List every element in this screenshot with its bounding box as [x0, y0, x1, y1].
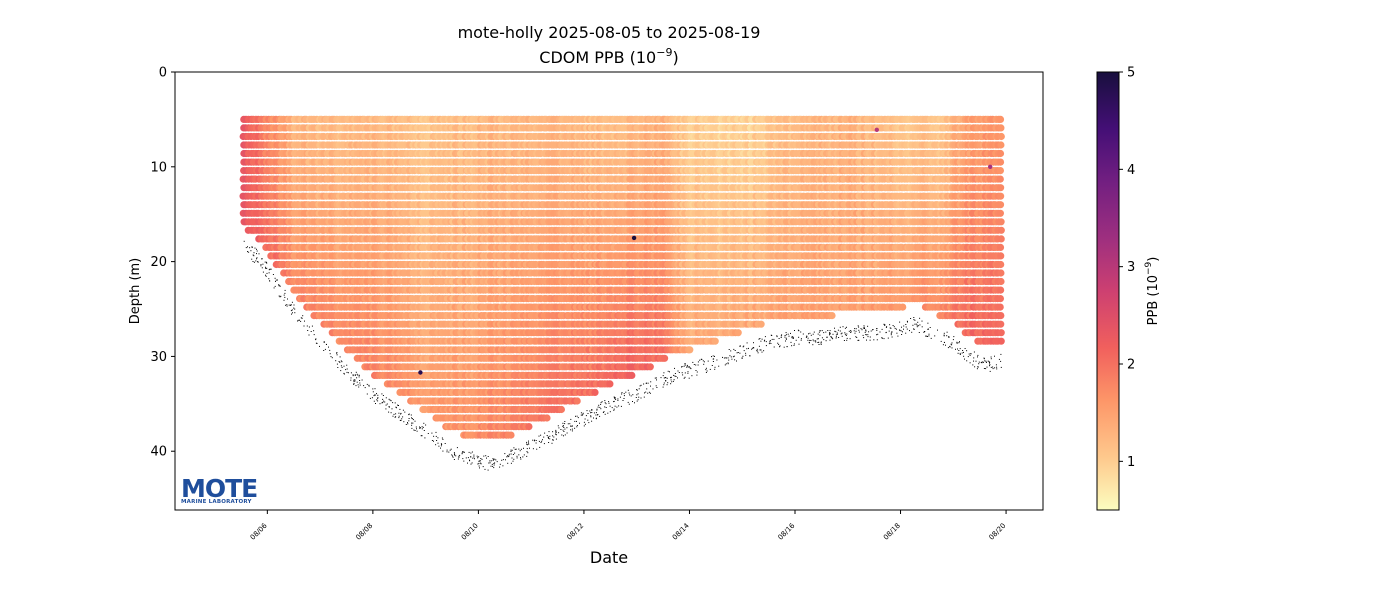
cdom-point: [543, 414, 551, 422]
plot-data: [239, 115, 1005, 471]
cdom-point: [507, 431, 515, 439]
cdom-point: [606, 380, 614, 388]
cdom-point: [525, 423, 533, 431]
chart-subtitle: CDOM PPB (10−9): [539, 46, 678, 67]
chart-title: mote-holly 2025-08-05 to 2025-08-19: [458, 23, 761, 42]
cdom-point: [557, 405, 566, 414]
cdom-point: [628, 371, 636, 379]
cdom-point: [591, 388, 599, 396]
plot-area: [174, 71, 1044, 511]
cdom-point: [573, 397, 581, 405]
